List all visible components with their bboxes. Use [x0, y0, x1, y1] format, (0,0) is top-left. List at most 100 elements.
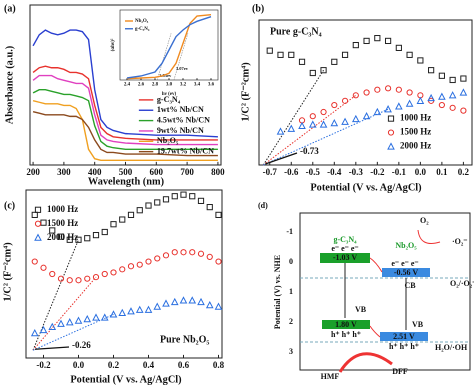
band-value: 1.80 V	[335, 320, 357, 329]
marker	[40, 264, 47, 271]
x-tick-label: 2.8	[152, 83, 159, 88]
chart-title: Pure g-C₃N₄	[270, 26, 322, 37]
marker	[66, 236, 73, 243]
marker	[154, 199, 161, 206]
series-line	[32, 110, 218, 157]
marker	[188, 296, 197, 304]
x-axis-label: hν (ev)	[162, 92, 177, 97]
band-value: 2.51 V	[393, 332, 415, 341]
x-tick-label: 0.1	[436, 167, 448, 177]
vb-band	[322, 320, 370, 329]
marker	[417, 57, 424, 64]
marker	[449, 104, 456, 111]
marker	[287, 124, 296, 132]
marker	[298, 58, 306, 65]
marker	[460, 75, 467, 82]
marker	[92, 232, 100, 239]
marker	[384, 105, 392, 113]
panel-label: (d)	[258, 201, 268, 210]
x-tick-label: -0.2	[370, 167, 385, 177]
legend-label: 2000 Hz	[47, 232, 78, 242]
x-tick-label: 700	[180, 167, 194, 177]
tick-label: 1	[289, 287, 293, 296]
y-axis-label: 1/C² (F⁻²cm⁴)	[240, 62, 251, 121]
marker	[39, 325, 48, 334]
marker	[309, 113, 316, 120]
marker	[416, 96, 425, 104]
marker	[197, 297, 205, 306]
marker	[135, 305, 144, 313]
transfer-arrow	[369, 257, 383, 273]
legend-label: 1500 Hz	[47, 218, 78, 228]
marker	[320, 108, 327, 116]
annotation: 2.83ev	[159, 73, 172, 78]
marker	[57, 233, 65, 240]
marker	[215, 211, 222, 218]
marker	[119, 266, 126, 273]
marker	[92, 313, 100, 321]
marker	[119, 216, 126, 223]
marker	[66, 277, 73, 284]
marker	[374, 35, 381, 42]
band-name: VB	[355, 305, 367, 314]
marker	[438, 72, 445, 79]
marker	[189, 193, 196, 200]
marker	[206, 204, 213, 211]
x-tick-label: 3.6	[208, 83, 215, 88]
marker	[162, 196, 170, 203]
holes: h⁺ h⁺ h⁺	[331, 330, 361, 339]
transfer-arrow	[369, 325, 381, 338]
y-axis-label: Potential (V) vs. NHE	[273, 255, 282, 329]
marker	[197, 250, 205, 257]
x-tick-label: 3.0	[166, 83, 173, 88]
fit-line	[32, 313, 114, 351]
x-tick-label: -0.4	[327, 167, 342, 177]
series-line	[32, 89, 218, 151]
fit-line	[32, 276, 97, 351]
band-name: VB	[412, 320, 424, 329]
marker	[448, 91, 457, 99]
legend-label: 19.7wt% Nb/CN	[157, 147, 214, 156]
x-tick-label: -0.3	[349, 167, 364, 177]
legend-label: 1000 Hz	[47, 204, 78, 214]
marker	[438, 92, 446, 100]
marker	[341, 117, 349, 125]
marker	[460, 107, 467, 114]
marker	[206, 253, 213, 260]
marker	[110, 221, 117, 228]
tick-label: 3	[289, 347, 293, 356]
marker	[341, 97, 349, 104]
marker	[145, 258, 152, 265]
redox-couple: H₂O/·OH	[435, 343, 468, 352]
marker	[395, 102, 403, 110]
reaction-arrow	[338, 352, 393, 373]
marker	[75, 236, 82, 243]
x-axis-label: Wavelength (nm)	[88, 176, 164, 187]
marker	[31, 211, 38, 218]
series-line	[126, 16, 212, 79]
tick-label: 0	[289, 257, 293, 266]
marker	[363, 89, 370, 96]
marker	[65, 318, 74, 326]
x-tick-label: 600	[150, 167, 164, 177]
marker	[387, 142, 395, 150]
tangent-line	[156, 33, 172, 81]
x-tick-label: 500	[119, 167, 133, 177]
marker	[110, 269, 117, 276]
marker	[162, 252, 170, 259]
intercept-label: -0.73	[300, 146, 319, 156]
series-line	[32, 100, 218, 161]
marker	[197, 197, 205, 204]
marker	[362, 112, 371, 120]
marker	[214, 302, 223, 310]
marker	[298, 121, 306, 130]
marker	[387, 129, 395, 136]
marker	[74, 316, 83, 324]
y-axis-label: Absorbance (a.u.)	[4, 46, 15, 124]
x-tick-label: -0.1	[392, 167, 407, 177]
tick-label: -1	[286, 227, 293, 236]
x-tick-label: -0.5	[306, 167, 321, 177]
marker	[319, 120, 328, 128]
marker	[84, 235, 91, 242]
